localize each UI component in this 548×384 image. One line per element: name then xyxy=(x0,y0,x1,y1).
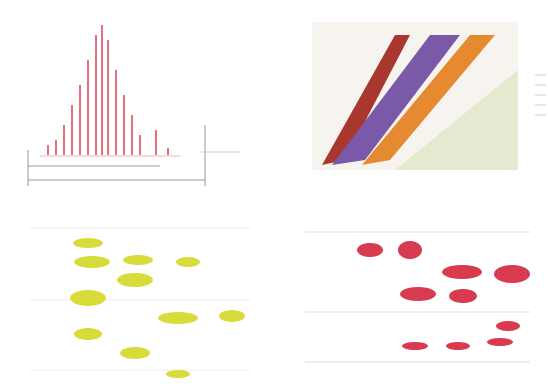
blob xyxy=(487,338,513,346)
blob xyxy=(117,273,153,287)
blob xyxy=(398,241,422,259)
blobs xyxy=(357,241,530,350)
blob xyxy=(449,289,477,303)
blob xyxy=(158,312,198,324)
peak-lines xyxy=(47,25,169,155)
blob xyxy=(120,347,150,359)
blob xyxy=(74,256,110,268)
peak-panel xyxy=(27,25,240,186)
legend xyxy=(535,74,546,116)
table-grid xyxy=(305,231,530,363)
blob xyxy=(70,290,106,306)
blob xyxy=(166,370,190,378)
blob xyxy=(400,287,436,301)
blob xyxy=(219,310,245,322)
red-table xyxy=(305,231,530,363)
blob xyxy=(73,238,103,248)
band-panel xyxy=(312,22,546,170)
blob xyxy=(446,342,470,350)
blob xyxy=(494,265,530,283)
blob xyxy=(496,321,520,331)
band xyxy=(332,35,460,165)
blob xyxy=(402,342,428,350)
blob xyxy=(74,328,102,340)
blob xyxy=(123,255,153,265)
blob xyxy=(442,265,482,279)
yellow-table xyxy=(30,227,250,378)
band xyxy=(362,35,495,165)
area xyxy=(395,70,518,170)
table-grid xyxy=(30,227,250,371)
blobs xyxy=(70,238,245,378)
blob xyxy=(176,257,200,267)
band xyxy=(322,35,410,165)
blob xyxy=(357,243,383,257)
